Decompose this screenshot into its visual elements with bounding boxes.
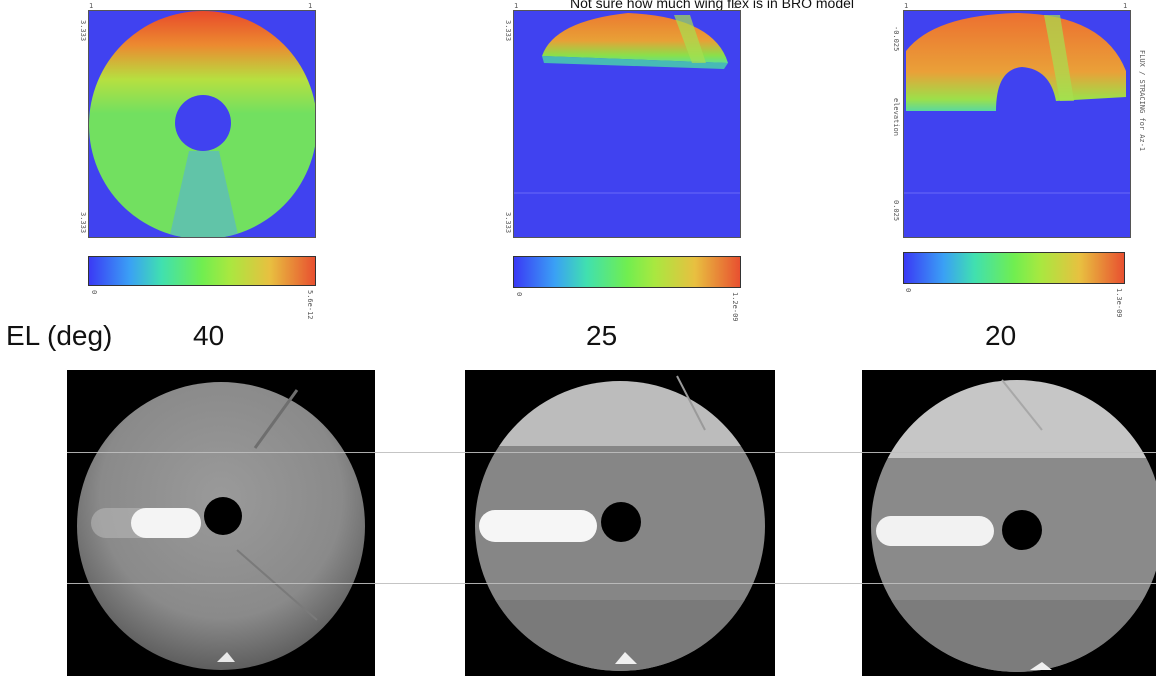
camera-image-el25-graphic bbox=[465, 370, 775, 676]
camera-image-el20-graphic bbox=[862, 370, 1156, 676]
camera-image-el40-graphic bbox=[67, 370, 375, 676]
flux-map-el20-graphic bbox=[904, 11, 1130, 237]
annotation-note: Not sure how much wing flex is in BRO mo… bbox=[570, 0, 854, 11]
colorbar-max-label: 1.3e-09 bbox=[1115, 288, 1123, 318]
map-tick-top-right: 1 bbox=[733, 2, 738, 10]
colorbar-max-label: 1.2e-09 bbox=[731, 292, 739, 322]
colorbar-el20 bbox=[903, 252, 1125, 284]
row-label-elevation: EL (deg) bbox=[6, 320, 113, 351]
map-tick-top-left: 1 bbox=[514, 2, 519, 10]
map-tick-left-mid: elevation bbox=[892, 98, 900, 136]
elevation-value-40: 40 bbox=[193, 320, 225, 351]
elevation-value-20: 20 bbox=[985, 320, 1017, 351]
map-tick-top-left: 1 bbox=[904, 2, 909, 10]
map-tick-top-left: 1 bbox=[89, 2, 94, 10]
map-tick-left-top: 3.333 bbox=[79, 20, 87, 42]
elevation-value-25: 25 bbox=[586, 320, 618, 351]
map-tick-top-right: 1 bbox=[1123, 2, 1128, 10]
map-tick-left-bottom: 3.333 bbox=[79, 212, 87, 234]
colorbar-el40 bbox=[88, 256, 316, 286]
map-tick-left-top: -0.025 bbox=[892, 26, 900, 52]
flux-map-el40 bbox=[88, 10, 316, 238]
map-side-label: FLUX / STRACING for Az-1 bbox=[1138, 50, 1146, 152]
flux-map-el20 bbox=[903, 10, 1131, 238]
camera-image-el40 bbox=[67, 370, 375, 676]
scan-line-lower bbox=[67, 583, 1156, 584]
map-tick-top-right: 1 bbox=[308, 2, 313, 10]
camera-image-el20 bbox=[862, 370, 1156, 676]
colorbar-min-label: 0 bbox=[904, 288, 912, 293]
colorbar-min-label: 0 bbox=[90, 290, 98, 295]
map-tick-left-bottom: 3.333 bbox=[504, 212, 512, 234]
flux-map-el25 bbox=[513, 10, 741, 238]
scan-line-upper bbox=[67, 452, 1156, 453]
flux-map-el40-graphic bbox=[89, 11, 315, 237]
colorbar-el25 bbox=[513, 256, 741, 288]
camera-image-el25 bbox=[465, 370, 775, 676]
map-tick-left-top: 3.333 bbox=[504, 20, 512, 42]
colorbar-max-label: 5.6e-12 bbox=[306, 290, 314, 320]
map-tick-left-bottom: 0.025 bbox=[892, 200, 900, 222]
flux-map-el25-graphic bbox=[514, 11, 740, 237]
colorbar-min-label: 0 bbox=[515, 292, 523, 297]
